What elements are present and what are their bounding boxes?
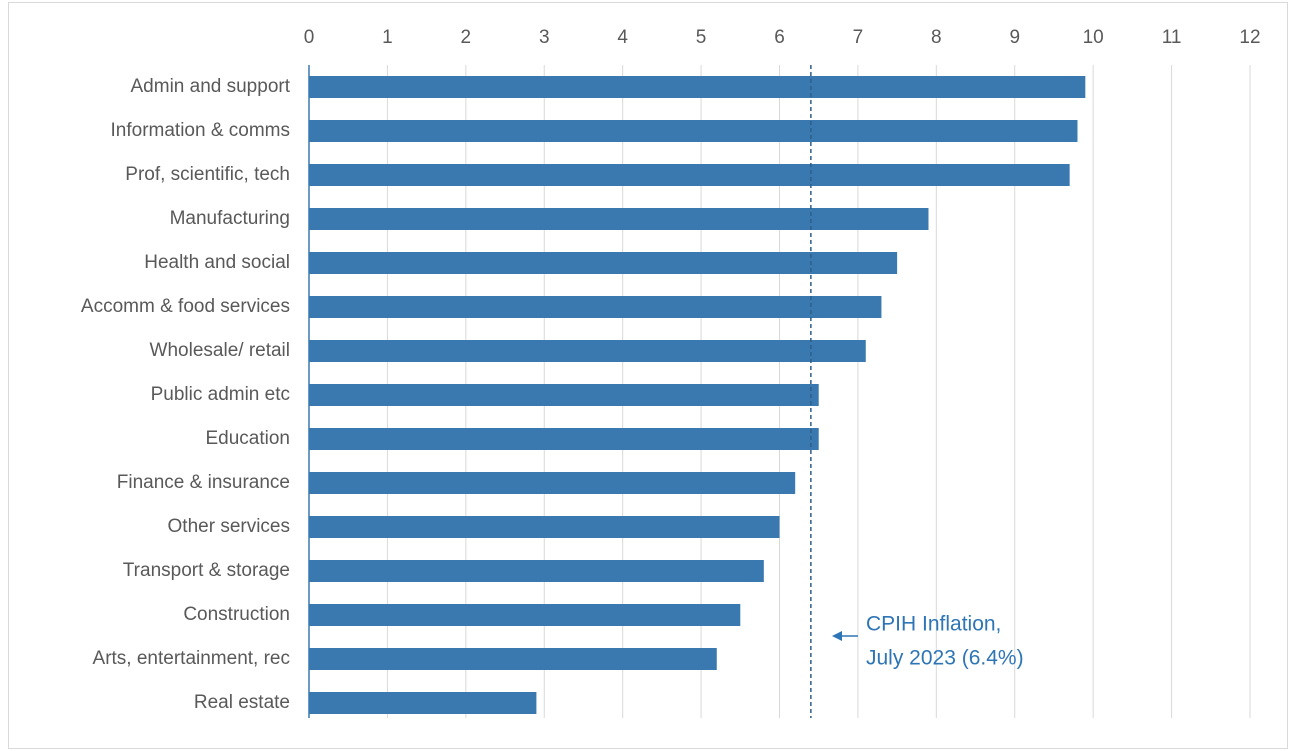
y-tick-label: Arts, entertainment, rec: [93, 648, 290, 669]
bar: [309, 648, 717, 670]
y-tick-label: Transport & storage: [123, 560, 290, 581]
annotation-text: CPIH Inflation,: [866, 613, 1001, 636]
y-tick-label: Other services: [168, 516, 290, 537]
x-tick-label: 10: [1083, 27, 1104, 48]
y-tick-label: Public admin etc: [151, 384, 290, 405]
bar: [309, 516, 780, 538]
y-tick-label: Education: [205, 428, 290, 449]
x-tick-label: 3: [539, 27, 550, 48]
x-tick-label: 8: [931, 27, 942, 48]
y-tick-label: Admin and support: [131, 76, 291, 97]
bar: [309, 384, 819, 406]
chart-border: [8, 2, 1288, 749]
bar: [309, 692, 537, 714]
x-tick-label: 1: [382, 27, 393, 48]
x-tick-label: 12: [1239, 27, 1260, 48]
bar: [309, 76, 1086, 98]
y-tick-label: Construction: [183, 604, 290, 625]
bar: [309, 340, 866, 362]
x-tick-label: 0: [304, 27, 315, 48]
bar: [309, 252, 898, 274]
bar: [309, 164, 1070, 186]
y-tick-label: Information & comms: [111, 120, 291, 141]
y-tick-label: Real estate: [194, 692, 290, 713]
bar: [309, 428, 819, 450]
bar: [309, 208, 929, 230]
y-tick-label: Health and social: [144, 252, 290, 273]
x-tick-label: 5: [696, 27, 707, 48]
bar: [309, 560, 764, 582]
y-tick-label: Accomm & food services: [81, 296, 290, 317]
bar: [309, 296, 882, 318]
bar: [309, 472, 796, 494]
y-tick-label: Finance & insurance: [117, 472, 290, 493]
annotation-arrowhead: [832, 631, 842, 641]
x-tick-label: 11: [1162, 27, 1182, 48]
x-tick-label: 7: [853, 27, 864, 48]
x-tick-label: 9: [1009, 27, 1020, 48]
annotation-text: July 2023 (6.4%): [866, 647, 1024, 670]
bar: [309, 604, 741, 626]
x-tick-label: 4: [617, 27, 628, 48]
x-tick-label: 2: [461, 27, 472, 48]
bar: [309, 120, 1078, 142]
y-tick-label: Manufacturing: [170, 208, 290, 229]
y-tick-label: Prof, scientific, tech: [125, 164, 290, 185]
x-tick-label: 6: [774, 27, 785, 48]
y-tick-label: Wholesale/ retail: [150, 340, 290, 361]
